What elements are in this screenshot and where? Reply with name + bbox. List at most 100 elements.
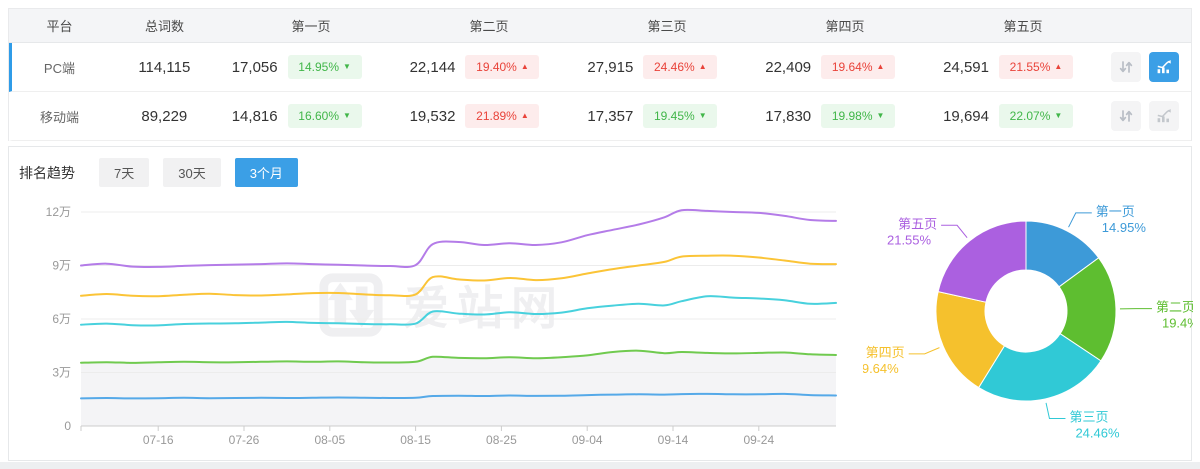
- page-count: 17,830: [765, 107, 812, 125]
- x-tick-label: 07-26: [229, 433, 260, 447]
- change-pct: 19.64%: [831, 60, 873, 74]
- page-cell: 24,591 21.55% ▲: [933, 55, 1111, 79]
- page-count: 27,915: [587, 58, 634, 76]
- donut-label-pct: 24.46%: [1075, 425, 1120, 440]
- donut-label-line: [1045, 402, 1066, 419]
- column-header: 第四页: [825, 19, 865, 34]
- trend-chart-button[interactable]: [1148, 101, 1179, 131]
- arrow-up-icon: ▲: [1054, 62, 1063, 71]
- change-badge: 22.07% ▼: [998, 104, 1073, 128]
- x-tick-label: 08-05: [314, 433, 345, 447]
- x-tick-label: 07-16: [143, 433, 174, 447]
- trend-chart-button[interactable]: [1148, 52, 1179, 82]
- arrow-down-icon: ▼: [343, 62, 351, 71]
- change-pct: 22.07%: [1009, 109, 1051, 123]
- arrow-up-icon: ▲: [698, 62, 707, 71]
- series-area-2: [81, 350, 836, 426]
- donut-label: 第三页: [1069, 409, 1108, 424]
- change-badge: 19.64% ▲: [821, 55, 896, 79]
- arrow-up-icon: ▲: [520, 111, 529, 120]
- arrow-down-icon: ▼: [1054, 111, 1063, 120]
- x-tick-label: 09-24: [743, 433, 774, 447]
- tab-7days[interactable]: 7天: [99, 158, 150, 187]
- donut-label-line: [1068, 212, 1092, 228]
- row-actions: [1110, 52, 1191, 82]
- x-tick-label: 08-25: [486, 433, 517, 447]
- rank-trend-line-chart: 0 3万 6万 9万 12万 07-16 07-26 08-05 08-15 08-25 09-04…: [46, 205, 837, 447]
- arrow-down-icon: ▼: [876, 111, 885, 120]
- donut-label-pct: 21.55%: [887, 232, 932, 247]
- tab-3months[interactable]: 3个月: [234, 158, 298, 187]
- platform-label: 移动端: [39, 109, 79, 125]
- y-tick-label: 6万: [52, 312, 71, 326]
- table-row[interactable]: PC端 114,115 17,056 14.95% ▼ 22,144 19.40% ▲ 27,9…: [9, 43, 1191, 92]
- trend-title: 排名趋势: [19, 164, 75, 181]
- arrow-down-icon: ▼: [343, 111, 351, 120]
- change-badge: 21.55% ▲: [998, 55, 1073, 79]
- change-pct: 19.45%: [653, 109, 695, 123]
- page-cell: 22,144 19.40% ▲: [400, 55, 578, 79]
- series-line-3: [80, 295, 837, 327]
- page-cell: 19,532 21.89% ▲: [400, 104, 578, 128]
- donut-slice-5: [937, 220, 1027, 303]
- change-badge: 19.98% ▼: [821, 104, 896, 128]
- donut-label: 第四页: [866, 345, 905, 360]
- page-count: 17,056: [231, 58, 278, 76]
- y-tick-label: 3万: [52, 366, 71, 380]
- change-pct: 21.89%: [476, 109, 517, 123]
- change-badge: 24.46% ▲: [643, 55, 718, 79]
- page-cell: 17,357 19.45% ▼: [577, 104, 755, 128]
- trend-header: 排名趋势 7天 30天 3个月: [19, 158, 312, 187]
- total-count: 114,115: [138, 58, 191, 76]
- change-pct: 19.40%: [476, 60, 517, 74]
- series-line-1: [80, 392, 837, 400]
- change-badge: 14.95% ▼: [287, 55, 362, 79]
- table-rows: PC端 114,115 17,056 14.95% ▼ 22,144 19.40% ▲ 27,9…: [9, 43, 1191, 141]
- series-line-2: [80, 349, 837, 364]
- y-tick-label: 0: [64, 419, 71, 433]
- y-tick-label: 12万: [46, 205, 71, 219]
- page-count: 19,532: [409, 107, 456, 125]
- change-pct: 24.46%: [653, 60, 695, 74]
- arrow-up-icon: ▲: [520, 62, 529, 71]
- page-count: 14,816: [231, 107, 278, 125]
- column-header: 第一页: [291, 19, 331, 34]
- column-header: 平台: [46, 19, 73, 34]
- donut-label: 第二页: [1156, 300, 1193, 315]
- series-line-4: [80, 254, 837, 298]
- total-count: 89,229: [141, 107, 188, 125]
- arrow-down-icon: ▼: [698, 111, 707, 120]
- change-badge: 19.40% ▲: [465, 55, 540, 79]
- row-actions: [1110, 101, 1191, 131]
- change-pct: 21.55%: [1009, 60, 1051, 74]
- donut-label-pct: 19.64%: [863, 361, 899, 376]
- series-line-5: [80, 208, 837, 268]
- donut-label-pct: 14.95%: [1102, 220, 1147, 235]
- change-badge: 21.89% ▲: [465, 104, 540, 128]
- page-cell: 22,409 19.64% ▲: [755, 55, 933, 79]
- tab-30days[interactable]: 30天: [163, 158, 221, 187]
- sort-button[interactable]: [1110, 101, 1141, 131]
- donut-slice-4: [935, 291, 1006, 389]
- column-header: 第五页: [1003, 19, 1043, 34]
- change-pct: 19.98%: [831, 109, 873, 123]
- table-header: 平台 总词数 第一页 第二页 第三页 第四页 第五页: [9, 9, 1191, 43]
- page-count: 22,409: [765, 58, 812, 76]
- column-header: 第二页: [469, 19, 509, 34]
- page-cell: 19,694 22.07% ▼: [933, 104, 1111, 128]
- page-cell: 27,915 24.46% ▲: [577, 55, 755, 79]
- arrow-up-icon: ▲: [876, 62, 885, 71]
- x-tick-label: 09-04: [572, 433, 603, 447]
- donut-label: 第一页: [1096, 204, 1135, 219]
- table-row[interactable]: 移动端 89,229 14,816 16.60% ▼ 19,532 21.89% ▲ 17,35…: [9, 92, 1191, 141]
- donut-label-line: [941, 224, 968, 239]
- donut-label-line: [908, 347, 940, 355]
- page-count: 17,357: [587, 107, 634, 125]
- column-header: 总词数: [144, 19, 184, 34]
- sort-button[interactable]: [1110, 52, 1141, 82]
- donut-slice-3: [977, 333, 1102, 402]
- change-pct: 16.60%: [298, 109, 339, 123]
- change-badge: 19.45% ▼: [643, 104, 718, 128]
- page-cell: 17,056 14.95% ▼: [222, 55, 400, 79]
